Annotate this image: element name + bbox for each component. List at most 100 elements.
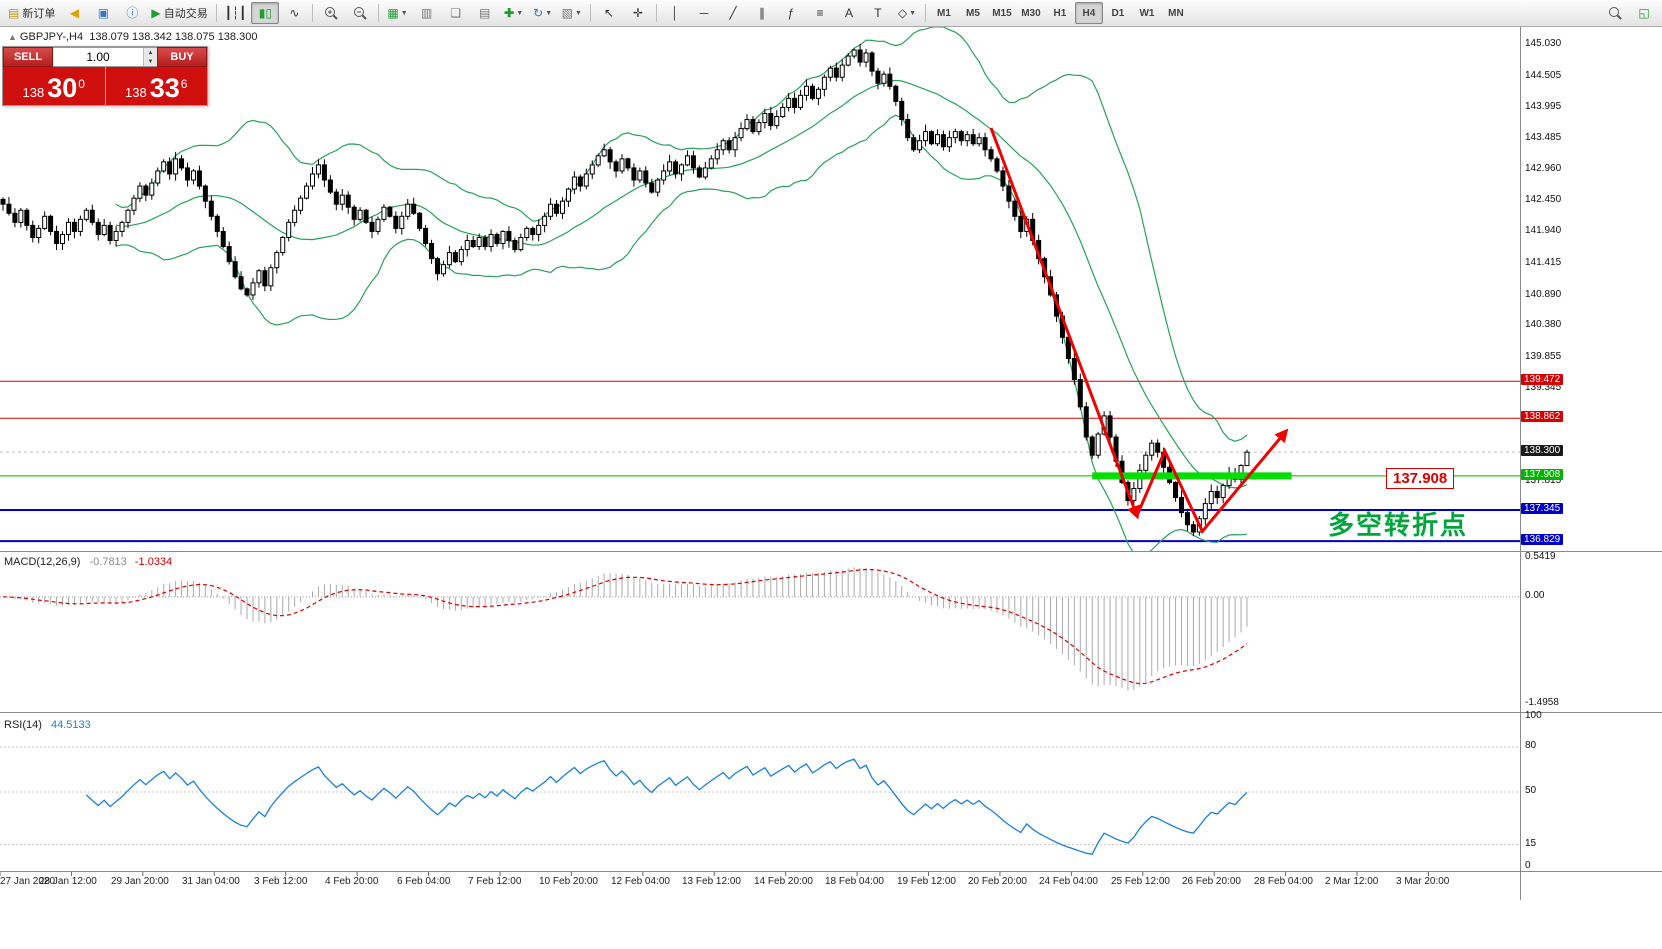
play-icon: ▶	[151, 6, 161, 20]
timeframe-m1-button[interactable]: M1	[937, 7, 951, 19]
shapes-tool-button[interactable]: ◇ ▼	[893, 2, 921, 24]
time-axis-label: 14 Feb 20:00	[754, 876, 813, 887]
new-order-icon: ▤	[8, 6, 20, 20]
chevron-down-icon: ▼	[545, 9, 553, 17]
info-icon: ⓘ	[126, 6, 139, 20]
timeframe-m15-button[interactable]: M15	[992, 7, 1012, 19]
buy-price-sup: 6	[180, 77, 188, 91]
time-axis-label: 28 Feb 04:00	[1254, 876, 1313, 887]
timeframe-h4-button[interactable]: H4	[1074, 2, 1103, 24]
time-axis-label: 19 Feb 12:00	[897, 876, 956, 887]
market-watch-button[interactable]: ▣	[89, 2, 117, 24]
price-axis[interactable]: 145.030 144.505 143.995 143.485 142.960 142.4…	[1520, 27, 1662, 949]
axis-scale-label: -1.4958	[1525, 697, 1559, 708]
buy-price-box[interactable]: 138 33 6	[105, 67, 207, 105]
lot-decrease-button[interactable]: ▼	[144, 57, 157, 66]
time-axis-label: 24 Feb 04:00	[1039, 876, 1098, 887]
lot-size-input[interactable]	[53, 48, 143, 66]
chart-ohlc-header: ▲ GBPJPY-,H4 138.079 138.342 138.075 138.…	[8, 31, 257, 43]
channel-tool-button[interactable]: ∥	[748, 2, 776, 24]
trendline-tool-button[interactable]: ╱	[719, 2, 747, 24]
tile-windows-button[interactable]: ▤	[471, 2, 499, 24]
new-chart-button[interactable]: ▦ ▼	[383, 2, 411, 24]
fibonacci-tool-button[interactable]: ƒ	[777, 2, 805, 24]
time-axis-label: 13 Feb 12:00	[682, 876, 741, 887]
time-axis-label: 4 Feb 20:00	[325, 876, 379, 887]
profiles-button[interactable]: ▥	[413, 2, 441, 24]
timeframe-m30-button[interactable]: M30	[1021, 7, 1041, 19]
shapes-icon: ◇	[897, 6, 908, 20]
sell-price-box[interactable]: 138 30 0	[3, 67, 106, 105]
cascade-icon: ❏	[450, 6, 462, 20]
lot-size-wrap: ▲ ▼	[53, 47, 157, 67]
price-chart-svg[interactable]	[0, 27, 1662, 900]
axis-scale-label: 141.415	[1525, 257, 1562, 268]
text-tool-button[interactable]: A	[835, 2, 863, 24]
toolbar-separator	[589, 4, 591, 22]
axis-scale-label: 141.940	[1525, 225, 1562, 236]
label-icon: T	[874, 6, 882, 20]
fibonacci-icon: ƒ	[787, 6, 795, 20]
axis-scale-label: 100	[1525, 710, 1542, 721]
time-axis-label: 10 Feb 20:00	[539, 876, 598, 887]
sell-button[interactable]: SELL	[3, 47, 53, 67]
axis-scale-label: 142.450	[1525, 194, 1562, 205]
layout-button[interactable]: ◱	[1630, 2, 1658, 24]
help-button[interactable]: ⓘ	[118, 2, 146, 24]
buy-button[interactable]: BUY	[157, 47, 207, 67]
rsi-name: RSI(14)	[4, 719, 42, 731]
sell-price-sup: 0	[78, 77, 85, 91]
sell-price-big: 30	[47, 73, 78, 103]
axis-scale-label: 140.890	[1525, 289, 1562, 300]
timeframe-toolbar: M1 M5 M15 M30 H1 H4 D1 W1 MN	[930, 2, 1190, 24]
properties-icon: ▧	[561, 6, 574, 20]
line-chart-type-button[interactable]: ∿	[280, 2, 308, 24]
grid-toggle-button[interactable]: ≡	[806, 2, 834, 24]
price-marker-label: 136.829	[1521, 534, 1564, 545]
add-indicator-button[interactable]: ✚ ▼	[500, 2, 528, 24]
macd-name: MACD(12,26,9)	[4, 556, 81, 568]
vertical-line-tool-button[interactable]: │	[661, 2, 689, 24]
rsi-panel-header: RSI(14) 44.5133	[4, 719, 91, 731]
lot-increase-button[interactable]: ▲	[144, 48, 157, 57]
axis-scale-label: 137.815	[1525, 475, 1562, 486]
price-marker-label: 137.345	[1521, 503, 1564, 514]
timeframe-d1-button[interactable]: D1	[1111, 7, 1125, 19]
bar-chart-type-button[interactable]: ┃┆┃	[221, 2, 251, 24]
search-button[interactable]	[1601, 2, 1629, 24]
time-axis-label: 7 Feb 12:00	[468, 876, 522, 887]
label-tool-button[interactable]: T	[864, 2, 892, 24]
auto-scroll-button[interactable]: ↻ ▼	[529, 2, 557, 24]
horizontal-line-tool-button[interactable]: ─	[690, 2, 718, 24]
bars-icon: ┃┆┃	[224, 6, 247, 20]
price-level-annotation[interactable]: 137.908	[1386, 468, 1455, 489]
chart-properties-button[interactable]: ▧ ▼	[558, 2, 586, 24]
vertical-line-icon: │	[671, 6, 679, 20]
monitor-icon: ▣	[97, 6, 110, 20]
timeframe-w1-button[interactable]: W1	[1139, 7, 1155, 19]
new-order-button[interactable]: ▤ 新订单	[4, 2, 59, 24]
cascade-windows-button[interactable]: ❏	[442, 2, 470, 24]
chart-workspace: ▲ GBPJPY-,H4 138.079 138.342 138.075 138.…	[0, 27, 1662, 949]
toolbar-separator	[312, 4, 314, 22]
chevron-down-icon: ▼	[400, 9, 408, 17]
timeframe-h1-button[interactable]: H1	[1053, 7, 1067, 19]
macd-hist-value: -0.7813	[89, 556, 127, 568]
candlestick-type-button[interactable]: ▮▯	[251, 2, 280, 24]
zoom-out-button[interactable]	[346, 2, 374, 24]
cycle-icon: ↻	[533, 6, 544, 20]
cursor-tool-button[interactable]: ↖	[595, 2, 623, 24]
rsi-panel-layer	[0, 746, 1520, 856]
alerts-button[interactable]: ◀	[60, 2, 88, 24]
crosshair-tool-button[interactable]: ✛	[624, 2, 652, 24]
zoom-in-button[interactable]	[317, 2, 345, 24]
new-order-label: 新订单	[22, 8, 56, 20]
turning-point-annotation[interactable]: 多空转折点	[1328, 510, 1469, 540]
grid-icon: ▦	[387, 6, 399, 20]
time-axis[interactable]: 27 Jan 2020 28 Jan 12:00 29 Jan 20:00 31 Ja…	[0, 876, 1520, 890]
timeframe-m5-button[interactable]: M5	[966, 7, 980, 19]
sell-price-small: 138	[22, 85, 45, 100]
axis-scale-label: 80	[1525, 740, 1537, 751]
autotrading-button[interactable]: ▶ 自动交易	[147, 2, 211, 24]
timeframe-mn-button[interactable]: MN	[1168, 7, 1184, 19]
